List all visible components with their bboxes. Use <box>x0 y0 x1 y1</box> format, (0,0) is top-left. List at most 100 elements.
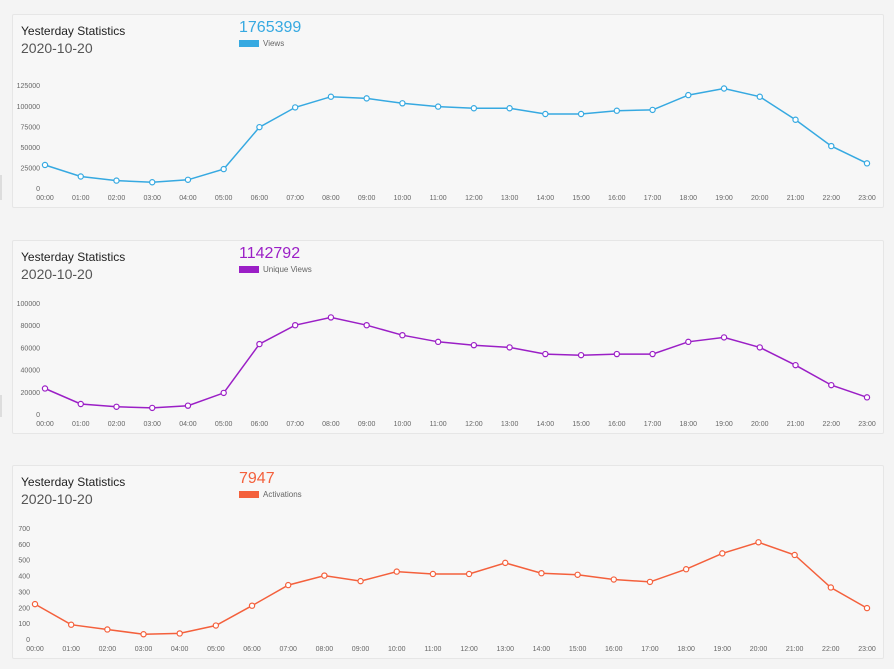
data-point <box>465 570 473 578</box>
data-point <box>577 110 585 118</box>
activations-panel: Yesterday Statistics 2020-10-20 7947 Act… <box>12 465 884 659</box>
legend-swatch <box>239 491 259 498</box>
y-tick-label: 300 <box>18 589 30 596</box>
data-point <box>649 106 656 114</box>
data-point <box>574 571 581 578</box>
data-point <box>792 361 799 369</box>
x-tick-label: 01:00 <box>62 646 80 653</box>
x-tick-label: 13:00 <box>501 421 519 428</box>
legend[interactable]: Unique Views <box>239 265 312 274</box>
x-tick-label: 18:00 <box>680 421 698 428</box>
legend[interactable]: Activations <box>239 490 302 499</box>
x-tick-label: 14:00 <box>537 421 555 428</box>
data-point <box>828 381 835 389</box>
y-tick-label: 100 <box>18 621 30 628</box>
data-point <box>791 551 798 559</box>
x-tick-label: 15:00 <box>572 195 590 202</box>
x-tick-label: 08:00 <box>316 646 334 653</box>
y-tick-label: 0 <box>26 637 30 644</box>
unique-views-panel: Yesterday Statistics 2020-10-20 1142792 … <box>12 240 884 434</box>
x-tick-label: 12:00 <box>465 195 483 202</box>
x-tick-label: 09:00 <box>352 646 370 653</box>
x-tick-label: 16:00 <box>608 195 626 202</box>
data-point <box>502 559 509 567</box>
data-point <box>220 389 227 397</box>
panel-title: Yesterday Statistics <box>21 24 126 38</box>
data-point <box>256 340 263 348</box>
data-point <box>393 568 400 575</box>
y-tick-label: 600 <box>18 542 30 549</box>
x-tick-label: 23:00 <box>858 421 876 428</box>
data-point <box>720 85 728 92</box>
x-tick-label: 20:00 <box>751 195 769 202</box>
legend-label: Activations <box>263 490 302 499</box>
data-point <box>220 165 227 173</box>
y-tick-label: 500 <box>18 558 30 565</box>
data-point <box>67 621 75 628</box>
activations-line-chart: 0 100 200 300 400 500 600 700 00:00 01:00 02:00 03:… <box>18 526 876 653</box>
data-point <box>77 173 84 180</box>
data-point <box>685 338 692 346</box>
x-tick-label: 07:00 <box>279 646 297 653</box>
y-tick-label: 50000 <box>21 145 41 152</box>
y-tick-label: 700 <box>18 526 30 533</box>
x-tick-label: 00:00 <box>36 421 54 428</box>
data-point <box>613 350 621 358</box>
data-point <box>212 622 220 629</box>
left-edge-strip <box>0 395 2 417</box>
y-tick-label: 25000 <box>21 165 41 172</box>
data-point <box>542 110 549 118</box>
data-point <box>184 176 192 183</box>
data-point <box>792 116 799 123</box>
data-point <box>113 177 120 184</box>
data-point <box>149 179 156 186</box>
x-tick-label: 04:00 <box>171 646 189 653</box>
x-tick-label: 05:00 <box>215 421 233 428</box>
x-tick-label: 20:00 <box>751 421 769 428</box>
data-point <box>256 123 263 131</box>
legend-swatch <box>239 40 259 47</box>
data-point <box>184 402 192 409</box>
x-tick-label: 22:00 <box>822 195 840 202</box>
y-tick-label: 20000 <box>21 390 41 397</box>
legend[interactable]: Views <box>239 39 284 48</box>
x-tick-label: 14:00 <box>537 195 555 202</box>
x-tick-label: 07:00 <box>286 421 304 428</box>
data-point <box>577 351 585 359</box>
x-tick-label: 12:00 <box>465 421 483 428</box>
x-tick-label: 02:00 <box>108 421 126 428</box>
x-tick-label: 10:00 <box>394 421 412 428</box>
data-point <box>610 576 617 583</box>
panel-date: 2020-10-20 <box>21 266 93 282</box>
data-point <box>720 334 728 341</box>
x-tick-label: 02:00 <box>108 195 126 202</box>
data-point <box>542 350 549 358</box>
x-tick-label: 18:00 <box>677 646 695 653</box>
data-point <box>470 105 478 112</box>
x-tick-label: 04:00 <box>179 421 197 428</box>
x-tick-label: 01:00 <box>72 421 90 428</box>
data-point <box>363 321 370 329</box>
x-tick-label: 00:00 <box>36 195 54 202</box>
data-point <box>113 403 120 410</box>
data-point <box>77 400 84 408</box>
x-tick-label: 07:00 <box>286 195 304 202</box>
data-point <box>41 385 49 392</box>
data-point <box>827 584 835 591</box>
x-tick-label: 16:00 <box>608 421 626 428</box>
data-point <box>291 321 299 329</box>
total-unique-views: 1142792 <box>239 245 301 262</box>
data-point <box>327 314 335 321</box>
x-tick-label: 19:00 <box>715 195 733 202</box>
data-point <box>248 602 256 609</box>
x-tick-label: 11:00 <box>424 646 441 653</box>
data-point <box>41 161 49 169</box>
y-tick-label: 60000 <box>21 345 41 352</box>
x-tick-label: 12:00 <box>460 646 478 653</box>
series-line <box>44 87 868 183</box>
data-point <box>357 577 364 585</box>
x-tick-label: 03:00 <box>143 421 161 428</box>
y-tick-label: 40000 <box>21 368 41 375</box>
data-point <box>291 104 299 111</box>
data-point <box>104 626 111 633</box>
